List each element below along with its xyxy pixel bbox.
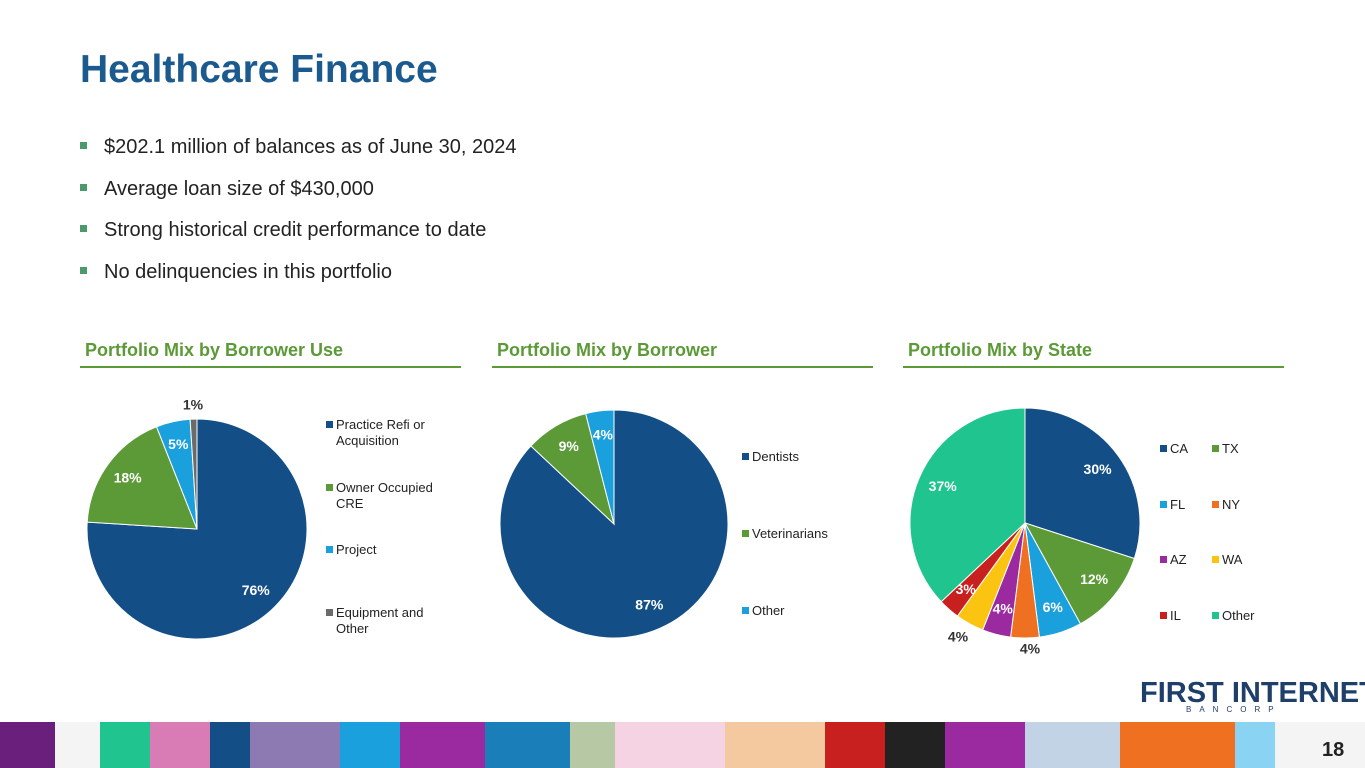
legend-label: Equipment and Other bbox=[336, 604, 424, 636]
legend-item: TX bbox=[1212, 441, 1282, 457]
legend-item: Veterinarians bbox=[742, 526, 862, 542]
chart-title: Portfolio Mix by Borrower Use bbox=[85, 340, 344, 360]
chart-title: Portfolio Mix by State bbox=[908, 340, 1093, 360]
data-label: 9% bbox=[559, 438, 580, 454]
data-label: 76% bbox=[242, 582, 271, 598]
logo-name: FIRST INTERNET bbox=[1140, 677, 1365, 709]
data-label: 12% bbox=[1080, 571, 1109, 587]
legend-swatch bbox=[1160, 445, 1167, 452]
chart-title: Portfolio Mix by Borrower bbox=[497, 340, 718, 360]
legend-item: FL bbox=[1160, 497, 1230, 513]
legend-swatch bbox=[326, 546, 333, 553]
legend-label: NY bbox=[1222, 496, 1241, 512]
data-label: 30% bbox=[1084, 461, 1113, 477]
legend-swatch bbox=[1212, 556, 1219, 563]
data-label: 4% bbox=[1020, 641, 1041, 657]
data-label: 4% bbox=[948, 629, 969, 645]
legend-item: Other bbox=[1212, 608, 1282, 624]
legend-swatch bbox=[1212, 445, 1219, 452]
slide-title: Healthcare Finance bbox=[80, 48, 438, 91]
legend-swatch bbox=[742, 607, 749, 614]
bullet-marker bbox=[80, 225, 87, 233]
pie-slice bbox=[1023, 522, 1136, 625]
bullet-text: Average loan size of $430,000 bbox=[104, 177, 374, 200]
legend-label: CA bbox=[1170, 441, 1189, 456]
legend-swatch bbox=[1160, 556, 1167, 563]
legend-label: WA bbox=[1222, 552, 1243, 567]
bullet: Strong historical credit performance to … bbox=[80, 219, 486, 242]
bullet: $202.1 million of balances as of June 30… bbox=[80, 136, 517, 159]
bullet-marker bbox=[80, 142, 87, 150]
logo-subtitle: BANCORP bbox=[1186, 705, 1282, 714]
title-rule bbox=[80, 366, 461, 368]
legend-item: CA bbox=[1160, 441, 1230, 457]
pie-slice bbox=[189, 418, 198, 530]
data-label: 37% bbox=[929, 478, 958, 494]
footer-strip bbox=[0, 722, 1365, 768]
legend-item: Equipment and Other bbox=[326, 605, 436, 637]
legend-item: WA bbox=[1212, 552, 1282, 568]
legend-swatch bbox=[742, 453, 749, 460]
legend-swatch bbox=[326, 421, 333, 428]
bullet: Average loan size of $430,000 bbox=[80, 178, 374, 201]
legend-swatch bbox=[1212, 611, 1219, 619]
data-label: 5% bbox=[168, 436, 189, 452]
pie-slice bbox=[86, 426, 198, 530]
title-rule bbox=[903, 366, 1284, 368]
data-label: 4% bbox=[593, 426, 614, 442]
legend-label: Other bbox=[752, 603, 785, 618]
legend-label: AZ bbox=[1170, 552, 1187, 567]
title-rule bbox=[492, 366, 873, 368]
legend-item: AZ bbox=[1160, 552, 1230, 568]
legend-item: NY bbox=[1212, 497, 1282, 513]
legend-label: IL bbox=[1170, 607, 1181, 623]
data-label: 3% bbox=[956, 581, 977, 597]
legend-label: Owner Occupied CRE bbox=[336, 479, 433, 511]
bullet: No delinquencies in this portfolio bbox=[80, 261, 392, 284]
legend-item: IL bbox=[1160, 608, 1230, 624]
data-label: 18% bbox=[114, 469, 143, 485]
legend-item: Other bbox=[742, 603, 862, 619]
legend-label: Veterinarians bbox=[752, 526, 828, 541]
bullet-text: $202.1 million of balances as of June 30… bbox=[104, 136, 517, 158]
bullet-marker bbox=[80, 183, 87, 191]
pie-slice bbox=[1024, 407, 1141, 560]
legend-swatch bbox=[326, 608, 333, 616]
legend-label: Project bbox=[336, 542, 377, 557]
legend-swatch bbox=[1160, 500, 1167, 508]
legend-label: Other bbox=[1222, 607, 1255, 623]
bullet-text: Strong historical credit performance to … bbox=[104, 219, 487, 241]
legend-swatch bbox=[1160, 611, 1167, 619]
data-label: 87% bbox=[635, 596, 664, 612]
data-label: 4% bbox=[993, 601, 1014, 617]
legend-item: Owner Occupied CRE bbox=[326, 480, 436, 512]
legend-item: Dentists bbox=[742, 449, 862, 465]
legend-label: FL bbox=[1170, 496, 1186, 512]
legend-item: Practice Refi or Acquisition bbox=[326, 417, 436, 449]
legend-swatch bbox=[1212, 500, 1219, 508]
legend-label: TX bbox=[1222, 441, 1239, 456]
pie-slice bbox=[909, 407, 1026, 603]
bullet-marker bbox=[80, 266, 87, 274]
page-number: 18 bbox=[1322, 739, 1344, 761]
legend-item: Project bbox=[326, 542, 436, 558]
legend-swatch bbox=[326, 483, 333, 491]
legend-label: Practice Refi or Acquisition bbox=[336, 417, 425, 448]
data-label: 6% bbox=[1043, 599, 1064, 615]
legend-swatch bbox=[742, 530, 749, 537]
data-label: 1% bbox=[183, 397, 204, 413]
bullet-text: No delinquencies in this portfolio bbox=[104, 260, 392, 283]
legend-label: Dentists bbox=[752, 449, 799, 464]
pie-slice bbox=[585, 409, 615, 525]
